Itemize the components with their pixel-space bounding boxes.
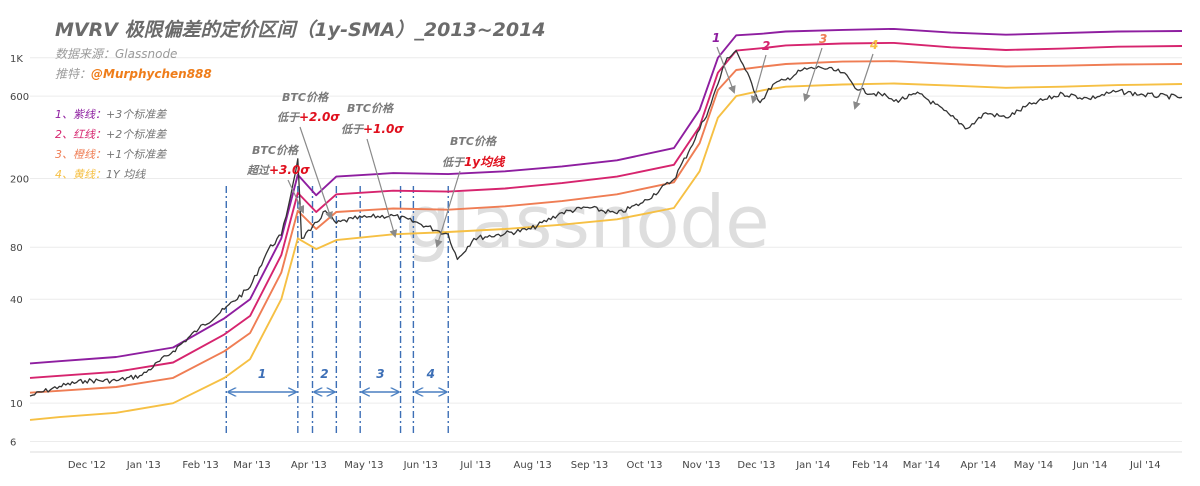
- y-tick-label: 600: [10, 92, 29, 103]
- x-tick-label: Jul '14: [1129, 460, 1161, 471]
- x-tick-label: Dec '12: [68, 460, 106, 471]
- series-line-0: [29, 27, 1183, 365]
- x-tick-label: Jun '14: [1072, 460, 1107, 471]
- x-axis-ticks: Dec '12 Jan '13 Feb '13 Mar '13 Apr '13 May '…: [30, 451, 1182, 471]
- legend-prefix: 3、: [55, 148, 73, 161]
- top-marker-4: 4: [853, 38, 878, 110]
- x-tick-label: Mar '13: [233, 460, 271, 471]
- legend-item-orange: 3、橙线：+1个标准差: [55, 148, 167, 161]
- legend-name: 红线：: [73, 128, 106, 141]
- annotation-1-line2: 超过+3.0σ: [246, 163, 310, 177]
- top-marker-1-arrow: [716, 46, 736, 94]
- legend-desc: +2个标准差: [106, 128, 167, 141]
- top-marker-2-arrow: [750, 54, 767, 104]
- chart-title: MVRV 极限偏差的定价区间（1y-SMA）_2013~2014: [55, 19, 546, 41]
- legend-desc: +3个标准差: [106, 108, 167, 121]
- x-tick-label: Aug '13: [514, 460, 552, 471]
- phase-label: 3: [376, 367, 384, 381]
- annotation-3-line2: 低于+1.0σ: [341, 122, 404, 136]
- legend-desc: 1Y 均线: [106, 168, 146, 181]
- x-tick-label: Dec '13: [737, 460, 775, 471]
- y-tick-label: 6: [10, 437, 16, 448]
- annotation-2-line2: 低于+2.0σ: [277, 110, 340, 124]
- y-tick-label: 1K: [10, 54, 23, 65]
- legend-prefix: 1、: [55, 108, 73, 121]
- annotation-4-line2: 低于1y均线: [442, 155, 506, 169]
- x-tick-label: Oct '13: [627, 460, 663, 471]
- annotation-4-arrow: [434, 170, 461, 248]
- x-tick-label: Feb '14: [852, 460, 888, 471]
- x-tick-label: Mar '14: [903, 460, 941, 471]
- x-tick-label: Apr '13: [291, 460, 327, 471]
- x-tick-label: Sep '13: [571, 460, 609, 471]
- annotation-1-arrow: [287, 179, 305, 214]
- legend-desc: +1个标准差: [106, 148, 167, 161]
- recommend-line: 推特：@Murphychen888: [55, 67, 212, 81]
- top-marker-3-label: 3: [819, 32, 827, 46]
- x-tick-label: Jun '13: [403, 460, 438, 471]
- top-marker-1: 1: [712, 31, 736, 94]
- annotation-3-line1: BTC价格: [347, 102, 395, 115]
- series-lines: [29, 27, 1183, 421]
- x-tick-label: Jan '13: [126, 460, 161, 471]
- y-tick-label: 200: [10, 174, 29, 185]
- x-tick-label: Feb '13: [182, 460, 218, 471]
- series-line-1: [29, 41, 1183, 379]
- x-tick-label: May '14: [1014, 460, 1053, 471]
- top-marker-3-arrow: [803, 47, 823, 102]
- x-tick-label: Jan '14: [795, 460, 830, 471]
- annotation-4-line1: BTC价格: [450, 135, 498, 148]
- y-axis-ticks: 1K 600 200 80 40 10 6: [10, 54, 29, 449]
- x-tick-label: Nov '13: [682, 460, 720, 471]
- series-line-2: [29, 60, 1183, 394]
- annotation-3: BTC价格 低于+1.0σ: [341, 102, 404, 238]
- legend-prefix: 2、: [55, 128, 73, 141]
- x-tick-label: May '13: [344, 460, 383, 471]
- annotation-3-arrow: [366, 138, 398, 238]
- y-tick-label: 80: [10, 243, 23, 254]
- legend-item-purple: 1、紫线：+3个标准差: [55, 108, 167, 121]
- annotation-2-arrow: [299, 126, 333, 220]
- series-line-4: [29, 49, 1183, 397]
- x-tick-label: Jul '13: [459, 460, 491, 471]
- top-marker-1-label: 1: [712, 31, 720, 45]
- legend-prefix: 4、: [55, 168, 73, 181]
- top-marker-2: 2: [750, 39, 770, 104]
- top-marker-4-arrow: [853, 53, 874, 110]
- y-tick-label: 40: [10, 295, 23, 306]
- phase-label: 1: [258, 367, 266, 381]
- legend-name: 黄线：: [73, 168, 106, 181]
- annotation-2-line1: BTC价格: [282, 91, 330, 104]
- annotation-4: BTC价格 低于1y均线: [434, 135, 506, 248]
- x-tick-label: Apr '14: [960, 460, 996, 471]
- legend-item-red: 2、红线：+2个标准差: [55, 128, 167, 141]
- legend: 1、紫线：+3个标准差 2、红线：+2个标准差 3、橙线：+1个标准差 4、黄线…: [55, 108, 167, 181]
- twitter-handle[interactable]: @Murphychen888: [91, 67, 212, 81]
- legend-name: 紫线：: [73, 108, 106, 121]
- legend-item-yellow: 4、黄线：1Y 均线: [55, 168, 146, 181]
- y-tick-label: 10: [10, 399, 23, 410]
- data-source: 数据来源：Glassnode: [55, 47, 177, 61]
- series-line-3: [29, 82, 1183, 421]
- phase-label: 2: [320, 367, 328, 381]
- annotation-1: BTC价格 超过+3.0σ: [246, 144, 310, 214]
- top-marker-2-label: 2: [762, 39, 770, 53]
- top-marker-4-label: 4: [869, 38, 878, 52]
- annotation-1-line1: BTC价格: [252, 144, 300, 157]
- annotation-2: BTC价格 低于+2.0σ: [277, 91, 340, 220]
- top-marker-3: 3: [803, 32, 827, 102]
- phase-label: 4: [426, 367, 435, 381]
- recommend-label: 推特：: [55, 67, 91, 81]
- legend-name: 橙线：: [73, 148, 106, 161]
